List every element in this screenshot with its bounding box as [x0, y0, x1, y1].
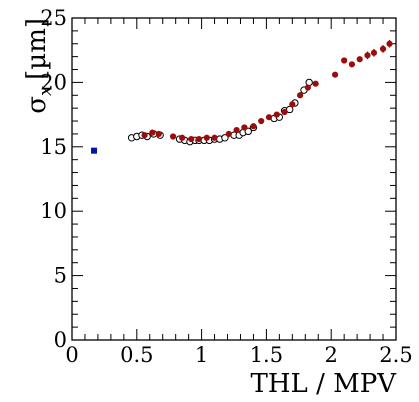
data-point-filled — [304, 84, 311, 91]
y-tick-label: 20 — [40, 70, 67, 94]
y-tick-label: 0 — [54, 328, 67, 352]
data-point-filled — [281, 108, 288, 116]
x-tick-label: 2.5 — [379, 343, 412, 367]
data-point-square — [91, 147, 98, 154]
data-point-filled — [195, 135, 203, 143]
x-tick-label: 0 — [65, 343, 78, 367]
data-point-filled — [386, 40, 393, 47]
data-point-filled — [258, 117, 265, 125]
data-point-filled — [289, 101, 296, 108]
data-point-filled — [203, 134, 210, 141]
data-point-filled — [370, 49, 378, 56]
data-point-open — [221, 134, 229, 142]
data-point-open — [244, 127, 252, 136]
data-point-filled — [179, 134, 186, 141]
data-point-filled — [188, 135, 195, 143]
y-tick-label: 25 — [40, 6, 67, 30]
y-axis-title: σx [µm] — [22, 18, 56, 114]
data-point-filled — [149, 129, 156, 136]
data-point-filled — [312, 80, 319, 87]
data-point-filled — [296, 92, 304, 99]
y-axis-title-symbol: σ — [22, 96, 52, 114]
data-point-filled — [211, 134, 218, 141]
plot-frame — [71, 17, 397, 341]
x-tick-label: 0.5 — [120, 343, 153, 367]
data-point-filled — [356, 56, 363, 63]
data-marks — [91, 39, 393, 154]
series-square — [91, 147, 98, 154]
data-point-filled — [379, 45, 387, 53]
x-axis-title: THL / MPV — [251, 369, 398, 399]
x-axis-ticks: 0 0.5 1 1.5 2 2.5 — [65, 18, 413, 367]
x-tick-label: 1 — [195, 343, 208, 367]
data-point-filled — [225, 130, 232, 138]
data-point-filled — [241, 124, 248, 131]
data-point-filled — [341, 57, 348, 64]
y-axis-title-subscript: x — [35, 86, 56, 96]
data-point-filled — [273, 111, 280, 118]
data-point-filled — [141, 132, 148, 139]
x-tick-label: 1.5 — [250, 343, 283, 367]
data-point-filled — [155, 130, 162, 138]
data-point-filled — [169, 133, 177, 140]
x-tick-label: 2 — [325, 343, 338, 367]
plot-border — [71, 17, 397, 341]
series-filled-circle — [141, 39, 393, 143]
y-tick-label: 10 — [40, 199, 67, 223]
data-point-filled — [348, 61, 356, 68]
data-point-open — [286, 105, 294, 114]
y-axis-ticks: 0 5 10 15 20 25 — [40, 6, 396, 352]
data-point-filled — [250, 123, 257, 130]
y-axis-title-unit: [µm] — [22, 18, 52, 80]
data-point-filled — [265, 114, 273, 121]
data-point-filled — [364, 52, 371, 59]
data-point-filled — [331, 71, 339, 78]
y-tick-label: 5 — [54, 264, 67, 288]
y-tick-label: 15 — [40, 135, 67, 159]
data-point-filled — [233, 126, 240, 134]
